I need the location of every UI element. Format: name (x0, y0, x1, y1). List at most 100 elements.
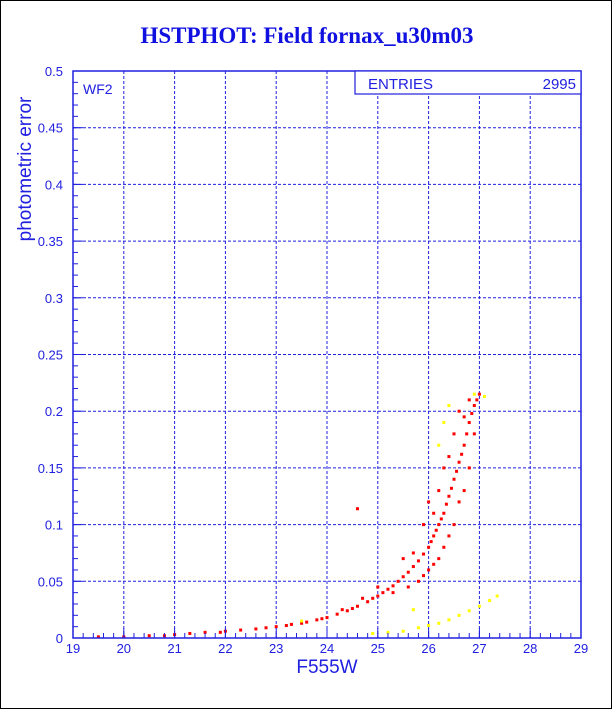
main-point (264, 626, 268, 630)
main-point (147, 634, 151, 638)
secondary-point (437, 443, 441, 447)
main-point (386, 587, 390, 591)
x-tick-label: 20 (117, 641, 131, 656)
main-point (203, 630, 207, 634)
main-point (472, 404, 476, 408)
y-tick-label: 0 (56, 631, 63, 646)
y-tick-label: 0.2 (45, 404, 63, 419)
main-point (305, 620, 309, 624)
main-point (401, 557, 405, 561)
main-point (429, 540, 433, 544)
main-point (289, 622, 293, 626)
secondary-point (437, 621, 441, 625)
secondary-point (401, 629, 405, 633)
main-point (96, 635, 100, 639)
stats-box (354, 70, 582, 95)
main-point (444, 502, 448, 506)
main-point (449, 486, 453, 490)
main-point (477, 392, 481, 396)
main-point (406, 570, 410, 574)
main-point (381, 591, 385, 595)
secondary-point (416, 626, 420, 630)
main-point (335, 612, 339, 616)
main-point (340, 608, 344, 612)
secondary-point (427, 624, 431, 628)
main-point (416, 579, 420, 583)
main-point (320, 617, 324, 621)
main-point (467, 421, 471, 425)
main-point (254, 627, 258, 631)
y-tick-label: 0.05 (38, 574, 63, 589)
main-point (350, 607, 354, 611)
grid (73, 71, 581, 638)
x-tick-label: 22 (218, 641, 232, 656)
main-point (355, 604, 359, 608)
main-point (371, 596, 375, 600)
main-point (422, 523, 426, 527)
x-tick-label: 23 (269, 641, 283, 656)
main-point (239, 628, 243, 632)
main-point (447, 534, 451, 538)
main-point (406, 585, 410, 589)
y-tick-label: 0.5 (45, 64, 63, 79)
main-point (355, 507, 359, 511)
main-point (427, 545, 431, 549)
stats-entries-label: ENTRIES (368, 76, 433, 93)
detector-label: WF2 (83, 81, 113, 97)
main-point (437, 523, 441, 527)
main-point (455, 469, 459, 473)
main-point (462, 415, 466, 419)
main-point (442, 511, 446, 515)
main-point (457, 500, 461, 504)
main-point (218, 630, 222, 634)
secondary-point (472, 392, 476, 396)
main-point (475, 398, 479, 402)
secondary-point (371, 631, 375, 635)
main-point (284, 624, 288, 628)
x-tick-label: 27 (472, 641, 486, 656)
chart-title: HSTPHOT: Field fornax_u30m03 (140, 23, 474, 48)
main-point (462, 443, 466, 447)
y-tick-label: 0.45 (38, 121, 63, 136)
main-point (465, 432, 469, 436)
y-tick-label: 0.35 (38, 234, 63, 249)
secondary-point (482, 394, 486, 398)
y-tick-label: 0.1 (45, 518, 63, 533)
main-point (391, 584, 395, 588)
main-point (422, 552, 426, 556)
main-point (457, 460, 461, 464)
secondary-point (477, 604, 481, 608)
secondary-point (488, 599, 492, 603)
main-point (467, 398, 471, 402)
main-point (361, 596, 365, 600)
main-point (432, 562, 436, 566)
main-point (432, 511, 436, 515)
x-axis-label: F555W (296, 657, 357, 678)
y-tick-label: 0.4 (45, 177, 63, 192)
main-point (376, 594, 380, 598)
x-tick-label: 26 (421, 641, 435, 656)
main-point (434, 528, 438, 532)
secondary-point (467, 609, 471, 613)
secondary-point (386, 630, 390, 634)
x-tick-label: 29 (574, 641, 588, 656)
main-point (427, 500, 431, 504)
main-point (452, 477, 456, 481)
y-tick-label: 0.25 (38, 348, 63, 363)
main-point (442, 466, 446, 470)
secondary-point (411, 608, 415, 612)
x-tick-label: 19 (66, 641, 80, 656)
secondary-point (442, 421, 446, 425)
main-point (401, 575, 405, 579)
main-point (472, 432, 476, 436)
main-point (427, 568, 431, 572)
y-tick-label: 0.3 (45, 291, 63, 306)
secondary-point (447, 618, 451, 622)
secondary-point (447, 404, 451, 408)
main-point (345, 609, 349, 613)
ticks: 19 20 21 22 23 24 25 26 27 28 29 0 0.05 0.1 0.15 0.2 0.2… (38, 64, 589, 656)
main-point (452, 432, 456, 436)
main-point (462, 489, 466, 493)
main-point (188, 631, 192, 635)
main-point (439, 517, 443, 521)
